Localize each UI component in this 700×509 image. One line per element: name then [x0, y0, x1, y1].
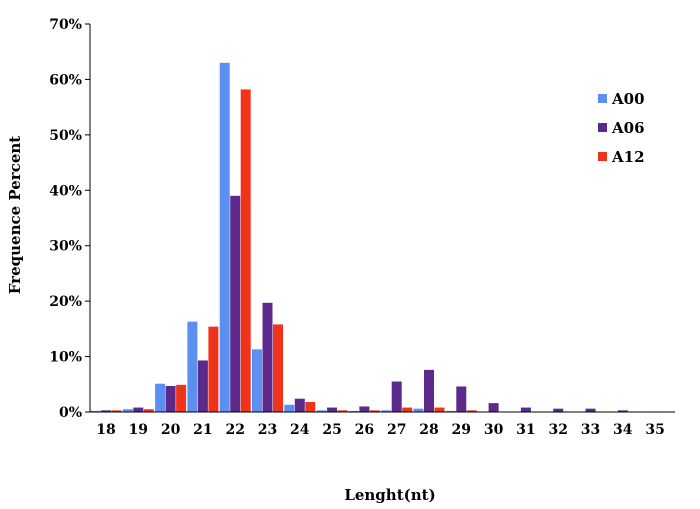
y-tick-label: 30% [49, 239, 82, 255]
bar-a12-20 [176, 384, 187, 412]
bars-group [90, 62, 661, 413]
bar-a06-21 [197, 360, 208, 412]
x-axis: 18 19 20 21 22 23 24 25 26 27 28 29 30 31 32 33 34 35 [90, 411, 675, 438]
legend: A00 A06 A12 [598, 90, 645, 166]
x-tick-label: 32 [548, 422, 567, 438]
x-axis-title: Lenght(nt) [344, 486, 435, 504]
bar-a06-28 [424, 369, 434, 412]
bar-a06-18 [101, 410, 111, 412]
bar-a06-30 [488, 403, 499, 412]
bar-a06-32 [553, 408, 564, 412]
y-tick-label: 40% [49, 183, 82, 199]
bar-a00-23 [252, 349, 262, 412]
x-tick-label: 26 [355, 422, 374, 438]
bar-a06-31 [520, 407, 531, 412]
y-tick-label: 50% [49, 128, 82, 144]
bar-a06-33 [585, 408, 596, 412]
x-tick-label: 18 [96, 422, 115, 438]
bar-a12-26 [369, 410, 380, 412]
bar-a12-25 [337, 410, 348, 412]
bar-a00-27 [381, 410, 392, 412]
x-tick-label: 31 [516, 422, 535, 438]
x-tick-label: 27 [387, 422, 406, 438]
bar-a12-18 [111, 410, 122, 412]
y-tick-label: 70% [49, 17, 82, 33]
y-tick-label: 10% [49, 350, 82, 366]
y-tick-label: 60% [49, 72, 82, 88]
bar-a12-23 [273, 324, 283, 412]
bar-a12-19 [143, 409, 154, 412]
bar-a00-29 [445, 410, 456, 412]
legend-swatch-a12 [598, 152, 607, 161]
x-tick-label: 19 [129, 422, 148, 438]
y-axis-title: Frequence Percent [6, 136, 24, 294]
y-tick-label: 20% [49, 294, 82, 310]
x-tick-label: 28 [419, 422, 438, 438]
x-tick-label: 30 [484, 422, 504, 438]
x-tick-label: 25 [322, 422, 341, 438]
bar-a00-24 [284, 404, 295, 412]
bar-a00-19 [122, 409, 133, 412]
bar-a12-24 [305, 402, 316, 412]
legend-label-a06: A06 [611, 119, 645, 137]
bar-a00-25 [316, 410, 327, 412]
bar-a00-26 [348, 410, 359, 412]
bar-a00-28 [413, 408, 424, 412]
x-tick-label: 35 [645, 422, 664, 438]
legend-label-a12: A12 [611, 148, 645, 166]
x-tick-label: 20 [161, 422, 181, 438]
bar-a12-22 [240, 89, 251, 413]
bar-a06-24 [294, 398, 305, 412]
bar-a00-18 [90, 410, 101, 412]
y-tick-label: 0% [59, 405, 82, 421]
bar-a00-20 [155, 383, 166, 412]
legend-swatch-a06 [598, 123, 607, 132]
y-axis: 0% 10% 20% 30% 40% 50% 60% 70% [49, 17, 91, 421]
bar-a06-25 [327, 407, 338, 412]
bar-a06-27 [391, 381, 402, 412]
bar-a12-27 [402, 407, 413, 412]
x-tick-label: 21 [193, 422, 212, 438]
bar-a06-34 [617, 410, 628, 412]
x-tick-label: 24 [290, 422, 310, 438]
bar-a06-19 [133, 407, 144, 412]
x-tick-label: 22 [225, 422, 244, 438]
bar-a12-21 [208, 326, 219, 412]
bar-a12-28 [434, 407, 445, 412]
x-tick-label: 23 [258, 422, 277, 438]
bar-a06-23 [262, 302, 273, 412]
bar-a00-22 [219, 62, 230, 413]
x-tick-label: 34 [613, 422, 633, 438]
legend-swatch-a00 [598, 94, 607, 103]
bar-a06-26 [359, 406, 370, 412]
x-tick-label: 33 [581, 422, 600, 438]
bar-a00-21 [187, 321, 198, 412]
bar-a06-22 [230, 195, 241, 412]
bar-a12-29 [466, 410, 477, 412]
x-tick-label: 29 [452, 422, 471, 438]
bar-a06-20 [165, 385, 176, 412]
legend-label-a00: A00 [611, 90, 645, 108]
bar-a06-29 [456, 386, 467, 412]
